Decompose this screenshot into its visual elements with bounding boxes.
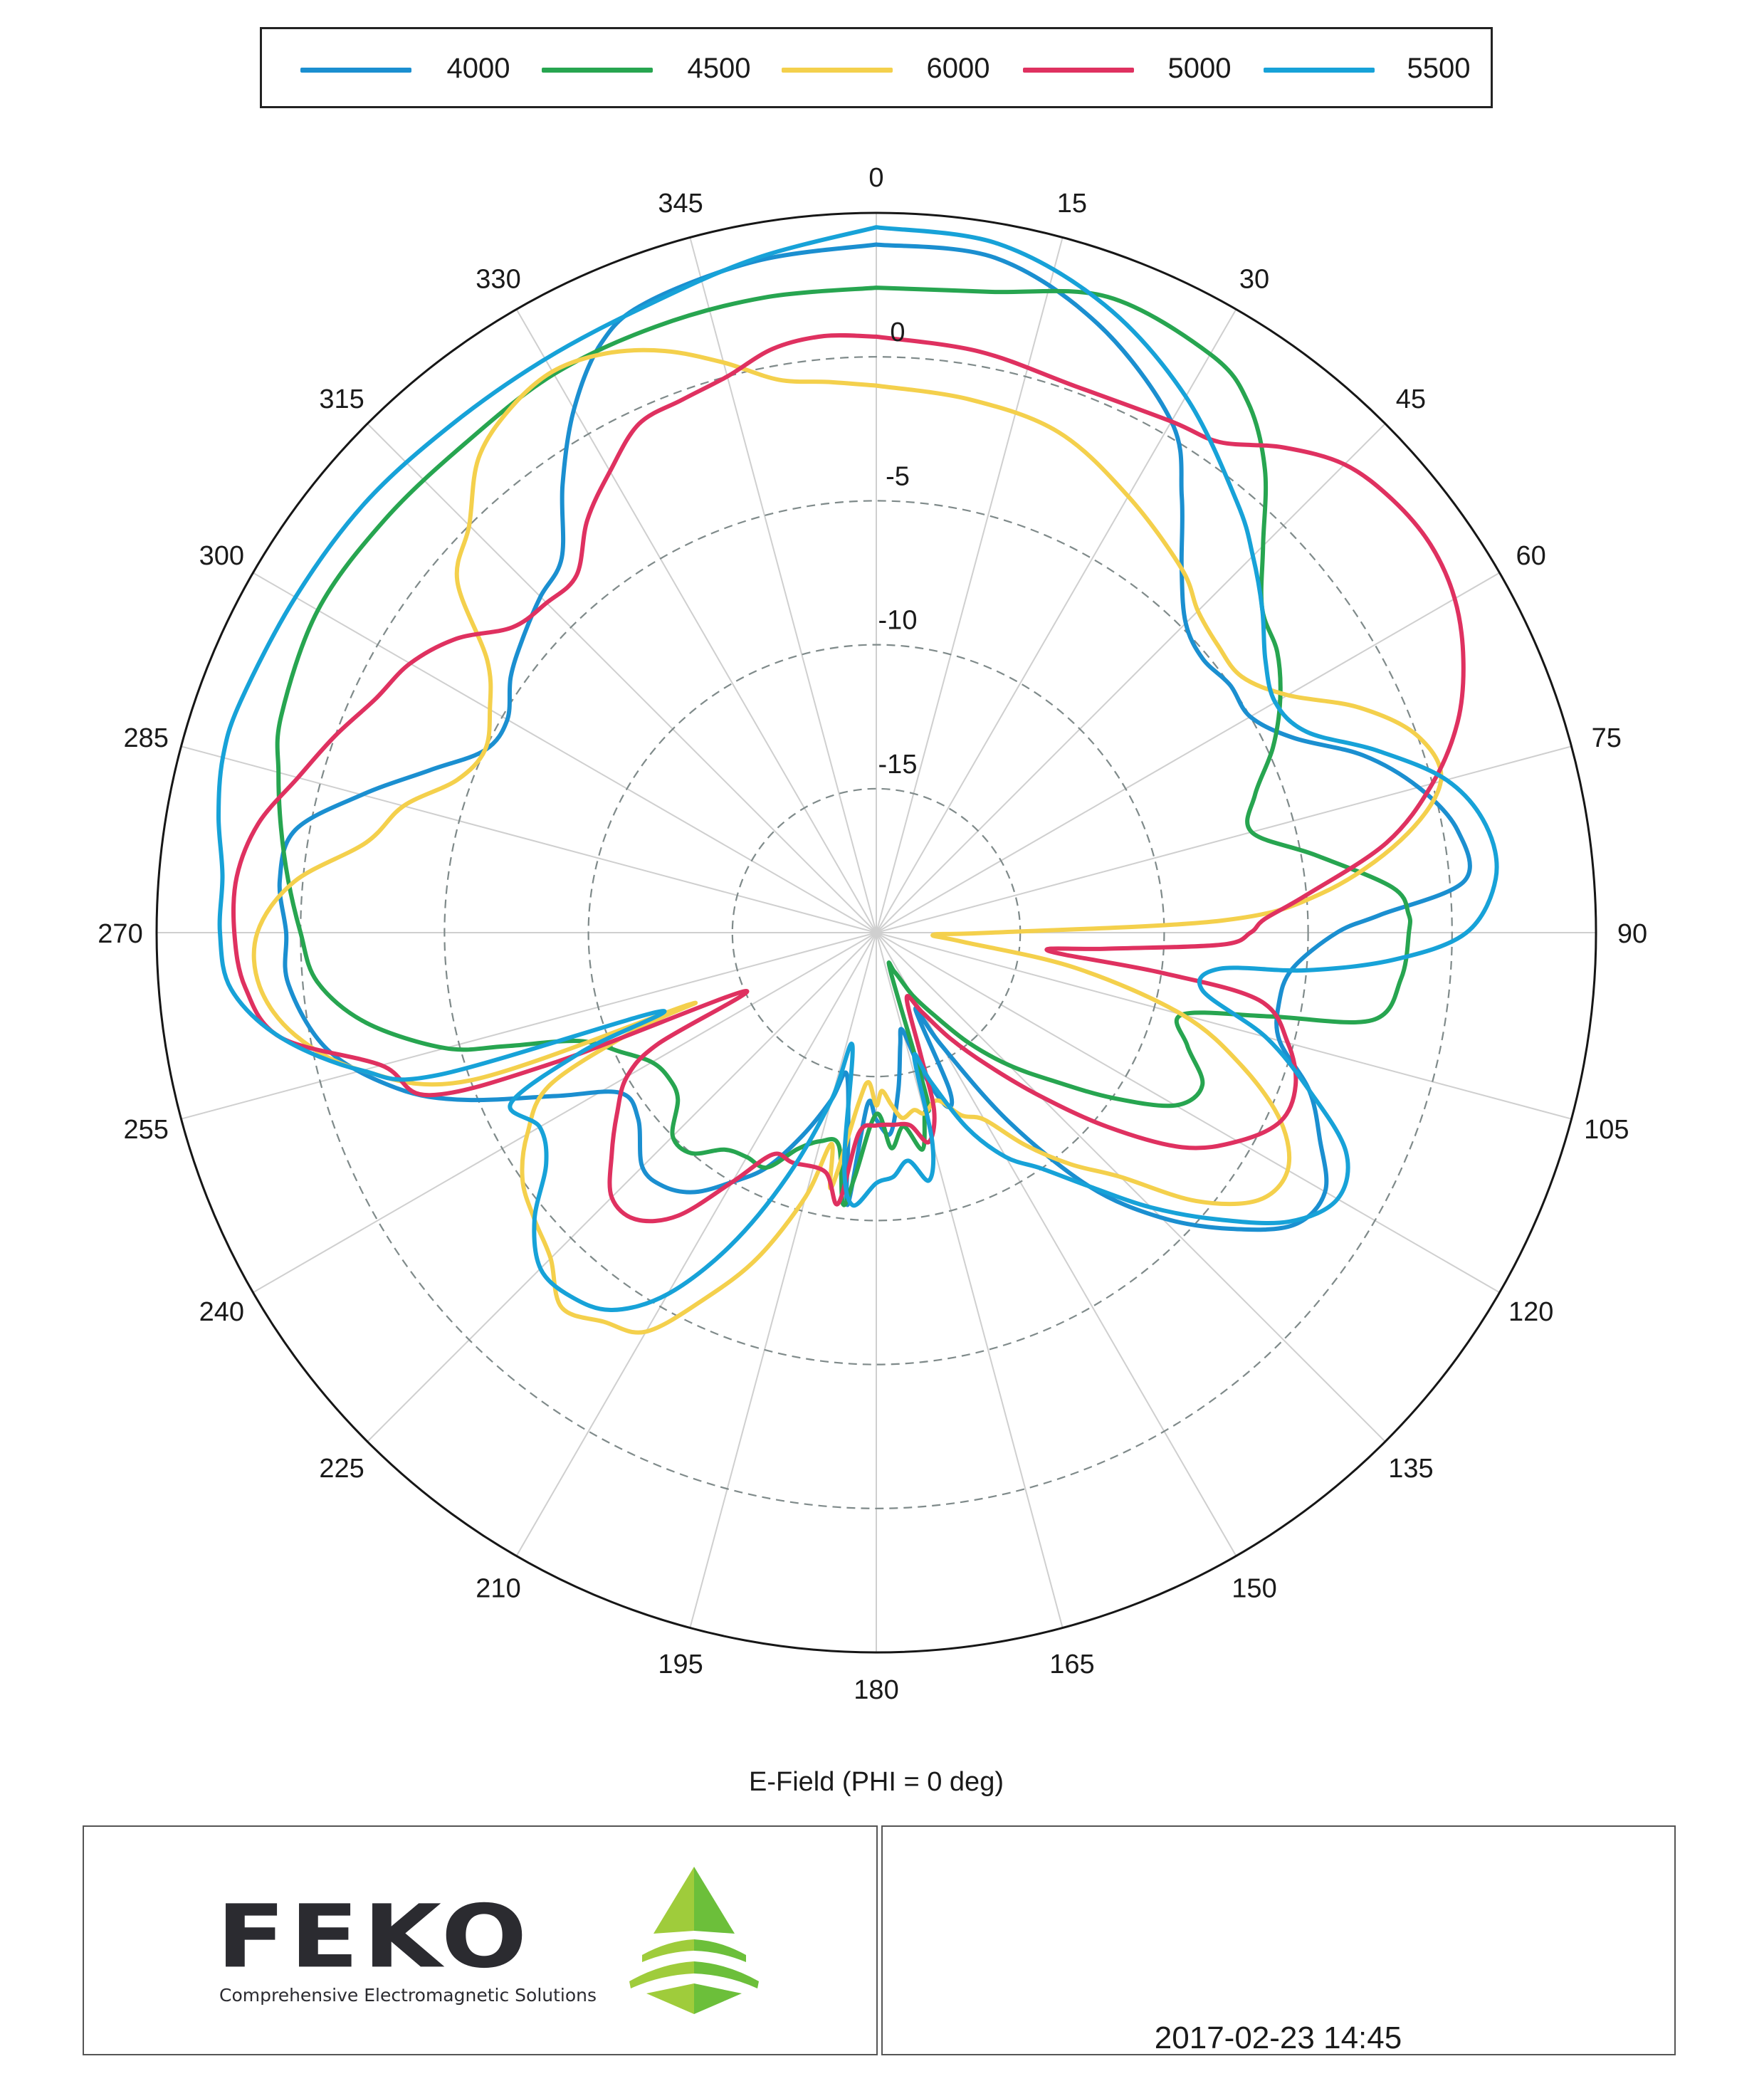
spoke-165 [876, 932, 1064, 1628]
angle-label: 75 [1592, 723, 1622, 753]
ring--10 [587, 644, 1165, 1222]
series-6000 [251, 347, 1444, 1335]
legend-label-4500: 4500 [687, 53, 751, 84]
spoke-135 [876, 932, 1386, 1442]
angle-tick-labels: 0 15 30 45 60 75 90 105 120 135 150 165 180 195 210 225… [98, 163, 1647, 1705]
ring-label: -15 [878, 750, 918, 780]
legend-swatch-5500 [1264, 68, 1375, 73]
radial-gridlines [300, 356, 1453, 1509]
angle-label: 0 [868, 163, 883, 193]
ring--15 [731, 787, 1022, 1078]
ring-label: -5 [886, 461, 910, 491]
feko-pyramid-icon [629, 1867, 759, 2014]
angle-label: 135 [1388, 1454, 1433, 1484]
legend-label-5500: 5500 [1407, 53, 1471, 84]
spoke-210 [515, 932, 877, 1557]
angle-label: 255 [123, 1115, 168, 1145]
angle-label: 90 [1617, 919, 1647, 949]
spoke-30 [876, 308, 1237, 933]
angle-label: 330 [476, 264, 520, 294]
spoke-45 [876, 423, 1386, 933]
legend-swatch-5000 [1023, 68, 1134, 73]
angle-label: 30 [1239, 264, 1269, 294]
angle-label: 15 [1057, 189, 1087, 219]
spoke-255 [181, 932, 877, 1120]
series-4000 [277, 242, 1472, 1232]
angle-label: 180 [854, 1675, 898, 1705]
spoke-315 [367, 423, 877, 933]
spoke-75 [876, 745, 1572, 933]
angle-gridlines [157, 213, 1596, 1652]
data-series [216, 225, 1499, 1335]
legend-swatch-4000 [300, 68, 411, 73]
chart-title: E-Field (PHI = 0 deg) [749, 1767, 1004, 1797]
spoke-15 [876, 237, 1064, 933]
series-4500 [275, 285, 1412, 1207]
spoke-120 [876, 932, 1501, 1294]
series-5500 [216, 225, 1499, 1313]
report-timestamp: 2017-02-23 14:45 [1154, 2020, 1402, 2055]
ring-label: -10 [878, 606, 918, 636]
ring-label: 0 [890, 318, 905, 347]
angle-label: 240 [199, 1297, 244, 1327]
spoke-105 [876, 932, 1572, 1120]
angle-label: 60 [1516, 541, 1546, 571]
angle-label: 315 [319, 384, 364, 414]
legend-label-5000: 5000 [1167, 53, 1232, 84]
outer-circle [155, 211, 1597, 1654]
angle-label: 210 [476, 1574, 520, 1604]
spoke-330 [515, 308, 877, 933]
series-5000 [231, 333, 1466, 1224]
ring-0 [300, 356, 1453, 1509]
radial-tick-labels: 0 -5 -10 -15 [878, 318, 918, 780]
feko-logo-tagline: Comprehensive Electromagnetic Solutions [219, 1985, 597, 2006]
angle-label: 345 [658, 189, 703, 219]
legend-label-4000: 4000 [446, 53, 510, 84]
legend-label-6000: 6000 [926, 53, 990, 84]
ring--5 [443, 500, 1309, 1366]
spoke-195 [689, 932, 877, 1628]
angle-label: 105 [1584, 1115, 1629, 1145]
spoke-150 [876, 932, 1237, 1557]
angle-label: 150 [1232, 1574, 1276, 1604]
angle-label: 165 [1049, 1650, 1094, 1679]
spoke-240 [252, 932, 877, 1294]
chart-legend: 4000 4500 6000 5000 5500 [260, 27, 1493, 108]
footer-logo-panel [83, 1825, 878, 2055]
spoke-300 [252, 572, 877, 933]
angle-label: 195 [658, 1650, 703, 1679]
footer-date-panel [881, 1825, 1676, 2055]
feko-logo-wordmark: FEKO [216, 1886, 532, 1988]
legend-swatch-4500 [542, 68, 653, 73]
angle-label: 45 [1396, 384, 1426, 414]
spoke-345 [689, 237, 877, 933]
angle-label: 285 [123, 723, 168, 753]
spoke-285 [181, 745, 877, 933]
spoke-60 [876, 572, 1501, 933]
spoke-225 [367, 932, 877, 1442]
angle-label: 225 [319, 1454, 364, 1484]
angle-label: 270 [98, 919, 142, 949]
legend-swatch-6000 [782, 68, 893, 73]
angle-label: 300 [199, 541, 244, 571]
angle-label: 120 [1508, 1297, 1553, 1327]
